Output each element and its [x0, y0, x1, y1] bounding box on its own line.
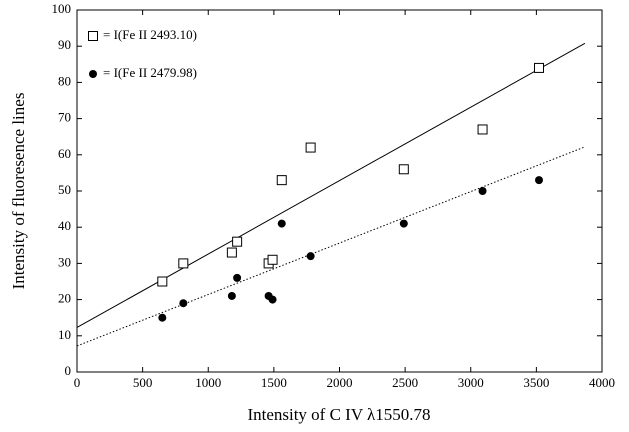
point [233, 273, 242, 282]
point [179, 299, 188, 308]
y-tick-label: 40 [58, 218, 71, 233]
x-tick-label: 2000 [327, 375, 353, 390]
point [157, 276, 168, 287]
x-tick-label: 1500 [261, 375, 287, 390]
y-tick-label: 30 [58, 254, 71, 269]
point [535, 176, 543, 185]
point [534, 62, 544, 73]
x-tick-label: 1000 [195, 375, 221, 390]
y-tick-label: 50 [58, 182, 71, 197]
point [305, 142, 316, 153]
y-tick-label: 80 [58, 73, 71, 88]
x-axis-title: Intensity of C IV λ1550.78 [247, 405, 430, 424]
point [226, 247, 237, 258]
y-tick-label: 60 [58, 146, 71, 161]
point [227, 291, 236, 300]
point [178, 258, 189, 269]
y-tick-label: 90 [58, 37, 71, 52]
x-tick-label: 500 [133, 375, 153, 390]
fit-line [76, 42, 586, 328]
point [232, 236, 243, 247]
point [399, 219, 408, 228]
x-tick-label: 3500 [523, 375, 549, 390]
point [276, 175, 287, 186]
point [277, 219, 286, 228]
legend-label: = I(Fe II 2479.98) [103, 65, 197, 80]
y-tick-label: 100 [52, 1, 72, 16]
y-tick-label: 70 [58, 110, 71, 125]
x-tick-label: 0 [74, 375, 81, 390]
x-tick-label: 4000 [589, 375, 615, 390]
fit-line [76, 146, 586, 347]
y-tick-label: 20 [58, 291, 71, 306]
x-tick-label: 3000 [458, 375, 484, 390]
y-tick-label: 10 [58, 327, 71, 342]
point [268, 295, 277, 304]
point [306, 252, 315, 261]
y-axis-title: Intensity of fluoresence lines [9, 93, 28, 290]
legend-marker [89, 70, 97, 78]
point [478, 187, 487, 195]
legend-label: = I(Fe II 2493.10) [103, 27, 197, 42]
legend-marker [88, 31, 98, 41]
y-tick-label: 0 [65, 363, 72, 378]
point [267, 254, 278, 265]
point [158, 313, 167, 322]
point [477, 124, 488, 135]
point [398, 164, 409, 175]
x-tick-label: 2500 [392, 375, 418, 390]
